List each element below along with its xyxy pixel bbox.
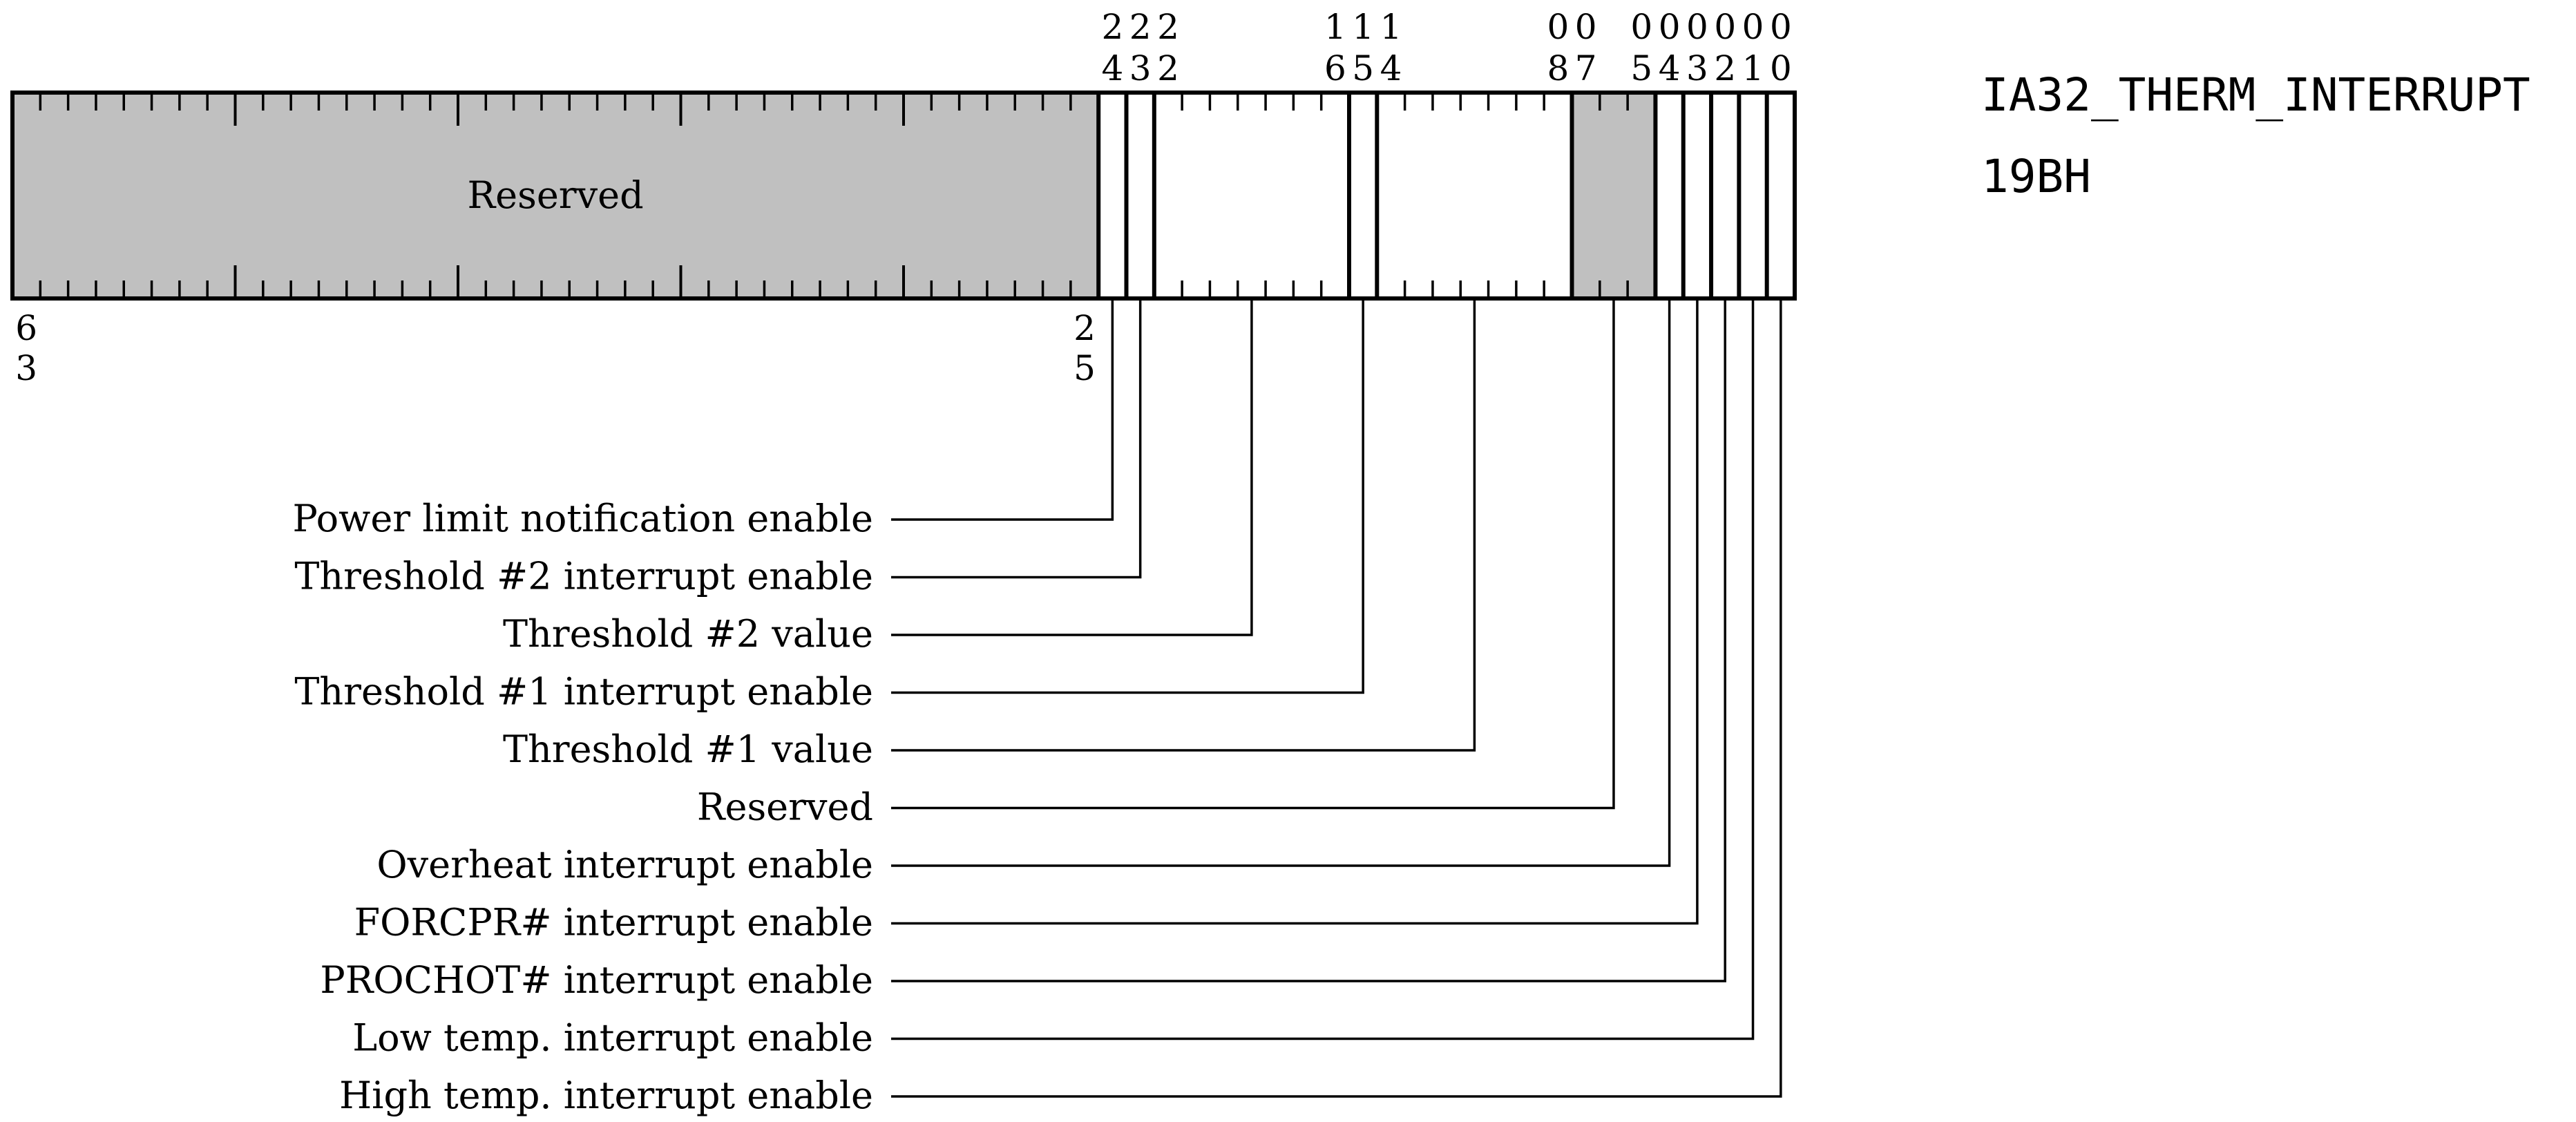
reserved-field-label: Reserved: [468, 173, 644, 217]
callout-leader-line: [891, 298, 1671, 867]
field-callout-label: Low temp. interrupt enable: [352, 1016, 873, 1060]
bit-number-digit: 0: [1547, 7, 1569, 47]
field-dividers: [1096, 93, 1769, 298]
field-callout-label: High temp. interrupt enable: [339, 1074, 873, 1117]
field-fill-7-5: [1572, 93, 1656, 298]
bit-number-digit: 7: [1575, 48, 1597, 88]
bit-number-digit: 0: [1714, 7, 1736, 47]
callout-leader-line: [891, 298, 1782, 1098]
bit-number-digit: 2: [1157, 48, 1179, 88]
field-callout-label: Threshold #1 interrupt enable: [294, 670, 873, 714]
bit-number-digit: 3: [15, 348, 37, 388]
callout-leader-line: [891, 298, 1726, 982]
bit-number-digit: 1: [1742, 48, 1764, 88]
bit-number-digit: 6: [1324, 48, 1346, 88]
bit-number-digit: 2: [1714, 48, 1736, 88]
field-callouts: Power limit notification enable Threshold…: [292, 298, 1782, 1117]
bit-number-digit: 2: [1129, 7, 1152, 47]
register-frame: [10, 91, 1797, 301]
bit-number-digit: 1: [1324, 7, 1346, 47]
field-callout-label: PROCHOT# interrupt enable: [320, 958, 873, 1002]
bit-number-digit: 8: [1547, 48, 1569, 88]
bit-number-digit: 0: [1770, 48, 1792, 88]
bit-number-digit: 5: [1074, 348, 1096, 388]
field-fill-63-25: [12, 93, 1099, 298]
bottom-bit-labels: 63 25: [15, 308, 1096, 388]
field-callout-label: Reserved: [697, 786, 873, 829]
field-callout-label: Power limit notification enable: [292, 497, 873, 540]
field-callout-label: Overheat interrupt enable: [376, 843, 873, 886]
bit-number-digit: 1: [1352, 7, 1374, 47]
bit-number-digit: 4: [1380, 48, 1402, 88]
field-callout-label: Threshold #1 value: [503, 728, 873, 771]
bit-number-digit: 2: [1101, 7, 1123, 47]
bit-number-digit: 5: [1352, 48, 1374, 88]
bit-number-digit: 4: [1101, 48, 1123, 88]
bit-number-digit: 0: [1575, 7, 1597, 47]
callout-leader-line: [891, 298, 1114, 521]
register-address: 19BH: [1981, 150, 2091, 203]
callout-leader-line: [891, 298, 1476, 752]
bit-number-digit: 0: [1659, 7, 1681, 47]
bit-number-digit: 1: [1380, 7, 1402, 47]
callout-leader-line: [891, 298, 1755, 1040]
callout-leader-line: [891, 298, 1615, 810]
bit-number-digit: 5: [1630, 48, 1652, 88]
field-callout-label: Threshold #2 value: [503, 612, 873, 656]
callout-leader-line: [891, 298, 1699, 925]
bit-number-digit: 0: [1742, 7, 1764, 47]
bit-number-digit: 0: [1770, 7, 1792, 47]
field-fills: Reserved: [12, 93, 1656, 298]
bit-number-digit: 0: [1686, 7, 1708, 47]
callout-leader-line: [891, 298, 1364, 694]
field-callout-label: Threshold #2 interrupt enable: [294, 555, 873, 598]
callout-leader-line: [891, 298, 1142, 579]
register-name: IA32_THERM_INTERRUPT: [1981, 68, 2530, 122]
field-callout-label: FORCPR# interrupt enable: [354, 901, 873, 944]
bit-number-digit: 0: [1630, 7, 1652, 47]
bit-number-digit: 2: [1157, 7, 1179, 47]
bit-number-digit: 6: [15, 308, 37, 348]
bit-number-digit: 2: [1074, 308, 1096, 348]
bit-ticks: [39, 93, 1629, 298]
bit-number-digit: 3: [1129, 48, 1152, 88]
callout-leader-line: [891, 298, 1253, 636]
bit-number-digit: 4: [1659, 48, 1681, 88]
bit-number-digit: 3: [1686, 48, 1708, 88]
